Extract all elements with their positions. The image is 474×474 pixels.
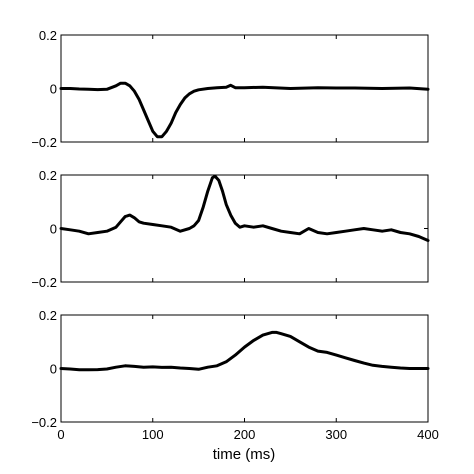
y-tick-label: −0.2 [31, 135, 57, 150]
x-tick-label: 300 [325, 427, 347, 442]
y-tick-label: −0.2 [31, 275, 57, 290]
y-tick-label: 0.2 [39, 168, 57, 183]
x-axis-label: time (ms) [213, 446, 276, 463]
series-line-bottom [59, 330, 430, 372]
y-tick-label: −0.2 [31, 415, 57, 430]
panel-middle: 0.2 0 −0.2 [31, 168, 430, 290]
x-tick-label: 100 [142, 427, 164, 442]
panel-bottom: 0.20−0.20 100 200 300 400 [31, 308, 439, 442]
y-tick-label: 0 [50, 362, 57, 377]
x-tick-label: 200 [234, 427, 256, 442]
x-tick-label: 0 [57, 427, 64, 442]
y-tick-label: 0.2 [39, 308, 57, 323]
panel-top: 0.2 0 −0.2 [31, 28, 430, 150]
y-tick-label: 0 [50, 82, 57, 97]
series-line-top [59, 81, 430, 139]
y-tick-label: 0.2 [39, 28, 57, 43]
x-tick-label: 400 [417, 427, 439, 442]
series-line-middle [59, 174, 430, 242]
y-tick-label: 0 [50, 222, 57, 237]
